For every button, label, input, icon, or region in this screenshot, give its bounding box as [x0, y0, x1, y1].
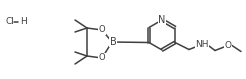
- Text: Cl: Cl: [5, 18, 14, 26]
- Text: O: O: [99, 53, 105, 62]
- Text: O: O: [225, 41, 231, 50]
- Text: B: B: [110, 37, 116, 47]
- Text: NH: NH: [195, 40, 209, 49]
- Text: N: N: [158, 15, 166, 25]
- Text: H: H: [20, 18, 27, 26]
- Text: O: O: [99, 26, 105, 35]
